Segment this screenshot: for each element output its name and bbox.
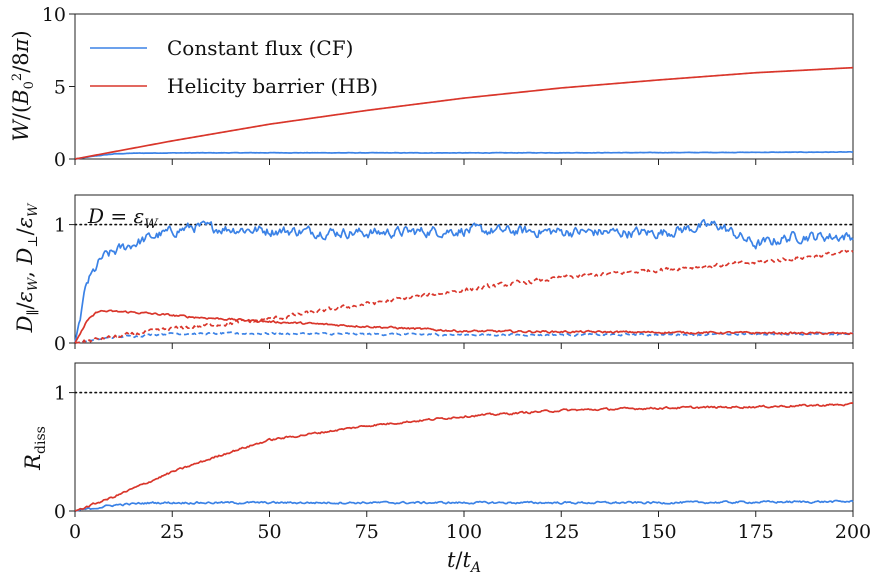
panel-dissipation-frame: [74, 194, 854, 344]
ytick-label: 1: [54, 383, 66, 405]
legend: Constant flux (CF) Helicity barrier (HB): [90, 36, 378, 98]
xtick-label: 125: [543, 521, 579, 543]
panel-ratio-frame: [74, 362, 854, 512]
xtick-label: 150: [640, 521, 676, 543]
xtick-label: 75: [355, 521, 379, 543]
series-line-dissipation-2: [74, 309, 854, 344]
ytick-label: 10: [42, 4, 66, 26]
series-line-dissipation-1: [74, 331, 854, 344]
panel-energy-xticks: [74, 159, 854, 165]
legend-label-cf: Constant flux (CF): [167, 36, 353, 60]
xtick-label: 50: [257, 521, 281, 543]
panel-energy-series: [74, 66, 854, 160]
panel-energy-ylabel: W/(B02/8π): [9, 30, 37, 141]
panel-dissipation-series: [74, 218, 854, 344]
ytick-label: 0: [54, 149, 66, 171]
xtick-label: 100: [446, 521, 482, 543]
xtick-label: 175: [738, 521, 774, 543]
series-line-ratio-0: [74, 499, 854, 512]
panel-dissipation-yticks: 01: [54, 215, 75, 355]
series-line-ratio-1: [74, 402, 854, 512]
series-line-dissipation-3: [74, 249, 854, 344]
panel-ratio-yticks: 01: [54, 383, 75, 523]
legend-label-hb: Helicity barrier (HB): [167, 74, 378, 98]
panel-dissipation-ylabel: D∥/εW, D⊥/εW: [13, 202, 41, 333]
xtick-label: 25: [160, 521, 184, 543]
xtick-label: 200: [835, 521, 871, 543]
ytick-label: 0: [54, 333, 66, 355]
ytick-label: 1: [54, 215, 66, 237]
panel-ratio: 01 0 25 50 75 100 125 150 175 200 Rdiss: [21, 362, 871, 543]
series-line-dissipation-0: [74, 218, 854, 344]
series-line-energy-1: [74, 66, 854, 160]
reference-annotation: D = εW: [87, 204, 159, 232]
panel-ratio-xticks: 0 25 50 75 100 125 150 175 200: [69, 511, 871, 543]
panel-energy-yticks: 0 5 10: [42, 4, 75, 171]
panel-energy: 0 5 10 W/(B02/8π) Constant flux (CF) Helic…: [9, 4, 854, 171]
ytick-label: 0: [54, 501, 66, 523]
xtick-label: 0: [69, 521, 81, 543]
panel-dissipation: 01 D = εW D∥/εW, D⊥/εW: [13, 194, 854, 355]
panel-ratio-series: [74, 402, 854, 512]
ytick-label: 5: [54, 77, 66, 99]
x-axis-label: t/tA: [447, 548, 481, 576]
panel-dissipation-xticks: [74, 343, 854, 349]
series-line-energy-0: [74, 150, 854, 160]
panel-ratio-ylabel: Rdiss: [21, 426, 49, 471]
